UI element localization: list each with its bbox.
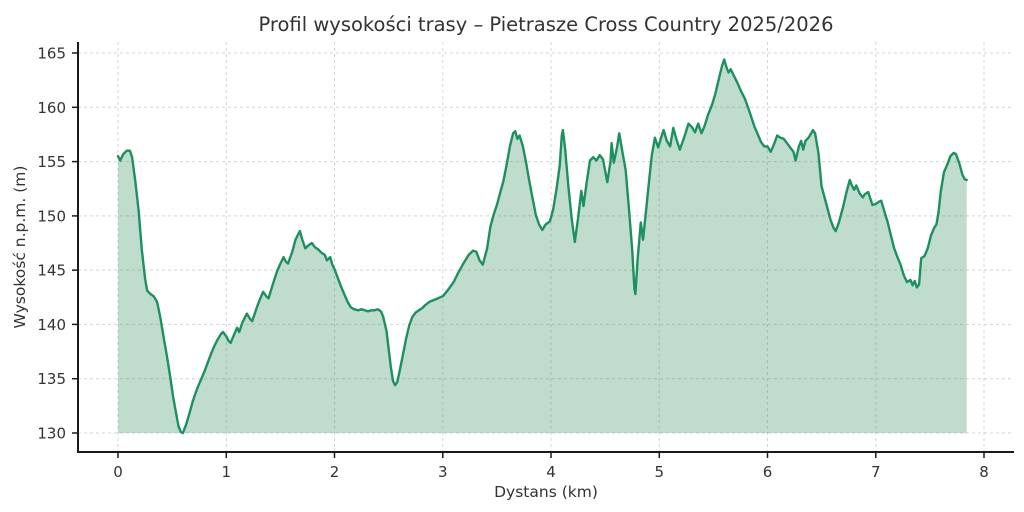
y-tick-label: 150 — [37, 207, 66, 225]
tick-marks — [72, 52, 985, 458]
y-axis-label: Wysokość n.p.m. (m) — [11, 166, 29, 329]
x-axis-label: Dystans (km) — [494, 483, 598, 501]
y-tick-label: 160 — [37, 99, 66, 117]
elevation-area — [118, 59, 967, 433]
y-tick-label: 130 — [37, 425, 66, 443]
elevation-line — [116, 58, 968, 435]
axes-spines — [77, 42, 1014, 453]
gridlines — [78, 42, 1014, 452]
y-tick-label: 135 — [37, 370, 66, 388]
y-tick-labels: 130 135 140 145 150 155 160 165 — [37, 45, 66, 443]
x-tick-label: 3 — [438, 463, 448, 481]
y-tick-label: 145 — [37, 262, 66, 280]
chart-title: Profil wysokości trasy – Pietrasze Cross… — [259, 13, 834, 36]
x-tick-label: 4 — [546, 463, 556, 481]
y-tick-label: 155 — [37, 153, 66, 171]
x-tick-label: 2 — [330, 463, 340, 481]
x-tick-label: 7 — [871, 463, 881, 481]
x-tick-label: 1 — [222, 463, 232, 481]
x-tick-label: 0 — [113, 463, 123, 481]
x-tick-labels: 0 1 2 3 4 5 6 7 8 — [113, 463, 989, 481]
x-tick-label: 8 — [979, 463, 989, 481]
x-tick-label: 6 — [763, 463, 773, 481]
y-tick-label: 140 — [37, 316, 66, 334]
x-tick-label: 5 — [655, 463, 665, 481]
y-tick-label: 165 — [37, 45, 66, 63]
